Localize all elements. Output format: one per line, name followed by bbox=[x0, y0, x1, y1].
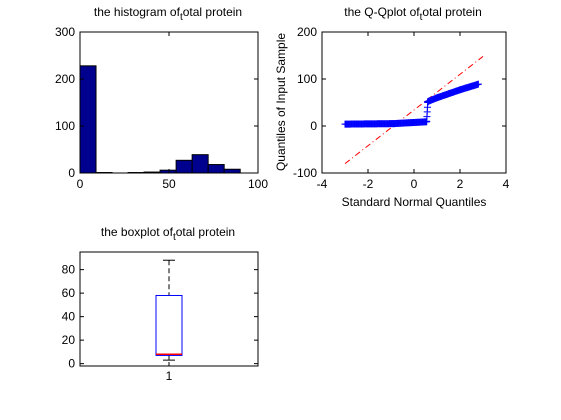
qqplot-xtick-label: -2 bbox=[363, 177, 374, 191]
boxplot-ytick-label: 20 bbox=[62, 333, 76, 347]
qqplot-reference-line bbox=[344, 56, 484, 164]
histogram-title-main: the histogram of bbox=[94, 5, 181, 19]
boxplot-panel: the boxplot oftotal protein 0 20 40 60 80 1 bbox=[62, 225, 259, 383]
boxplot-box bbox=[155, 294, 183, 356]
histogram-ytick-label: 200 bbox=[55, 72, 75, 86]
boxplot-ytick-label: 60 bbox=[62, 286, 76, 300]
qqplot-yticks: -100 0 100 200 bbox=[293, 25, 506, 180]
qqplot-ytick-label: 100 bbox=[297, 72, 317, 86]
qqplot-points bbox=[341, 80, 482, 128]
qqplot-ylabel: Quantiles of Input Sample bbox=[274, 33, 288, 171]
histogram-bars bbox=[79, 65, 241, 174]
histogram-xtick-label: 100 bbox=[248, 177, 268, 191]
qqplot-ytick-label: 0 bbox=[310, 119, 317, 133]
boxplot-title-sub: t bbox=[173, 232, 176, 243]
boxplot-ytick-label: 40 bbox=[62, 310, 76, 324]
boxplot-marks bbox=[155, 259, 183, 361]
boxplot-ytick-label: 80 bbox=[62, 263, 76, 277]
qqplot-ytick-label: 200 bbox=[297, 25, 317, 39]
qqplot-ytick-label: -100 bbox=[293, 166, 317, 180]
boxplot-title-main: the boxplot of bbox=[101, 225, 174, 239]
boxplot-xtick-label: 1 bbox=[166, 369, 173, 383]
histogram-ytick-label: 300 bbox=[55, 25, 75, 39]
qqplot-panel: the Q-Qplot oftotal protein -1000100200 … bbox=[274, 5, 510, 209]
histogram-axes-box bbox=[79, 31, 259, 174]
histogram-bar bbox=[223, 168, 241, 174]
histogram-yticks: 0 100 200 300 bbox=[55, 25, 258, 180]
boxplot-ytick-label: 0 bbox=[68, 357, 75, 371]
boxplot-title: the boxplot oftotal protein bbox=[101, 225, 235, 243]
qqplot-xlabel: Standard Normal Quantiles bbox=[342, 195, 487, 209]
boxplot-yticks: 0 20 40 60 80 bbox=[62, 263, 258, 371]
boxplot-title-rest: otal protein bbox=[176, 225, 235, 239]
histogram-ytick-label: 0 bbox=[68, 166, 75, 180]
histogram-bar bbox=[207, 164, 225, 174]
histogram-title-sub: t bbox=[180, 12, 183, 23]
qqplot-xtick-label: 2 bbox=[457, 177, 464, 191]
histogram-xtick-label: 50 bbox=[162, 177, 176, 191]
qqplot-xtick-label: -4 bbox=[317, 177, 328, 191]
qqplot-title: the Q-Qplot oftotal protein bbox=[344, 5, 482, 23]
histogram-bar bbox=[191, 154, 209, 174]
qqplot-xticks: -4 -2 0 2 4 bbox=[317, 32, 510, 191]
histogram-title: the histogram oftotal protein bbox=[94, 5, 242, 23]
qqplot-title-main: the Q-Qplot of bbox=[344, 5, 420, 19]
histogram-title-rest: otal protein bbox=[183, 5, 242, 19]
histogram-panel: the histogram oftotal protein 0 100 200 300… bbox=[55, 5, 268, 191]
qqplot-point bbox=[474, 80, 482, 88]
histogram-ytick-label: 100 bbox=[55, 119, 75, 133]
qqplot-xtick-label: 0 bbox=[411, 177, 418, 191]
histogram-xticks: 0 50 100 bbox=[77, 32, 268, 191]
histogram-xtick-label: 0 bbox=[77, 177, 84, 191]
histogram-bar bbox=[79, 65, 97, 174]
histogram-bar bbox=[175, 159, 193, 174]
boxplot-xticks: 1 bbox=[166, 362, 173, 383]
qqplot-axes-box bbox=[321, 31, 507, 174]
qqplot-title-rest: otal protein bbox=[422, 5, 481, 19]
qqplot-xtick-label: 4 bbox=[503, 177, 510, 191]
qqplot-title-sub: t bbox=[420, 12, 423, 23]
